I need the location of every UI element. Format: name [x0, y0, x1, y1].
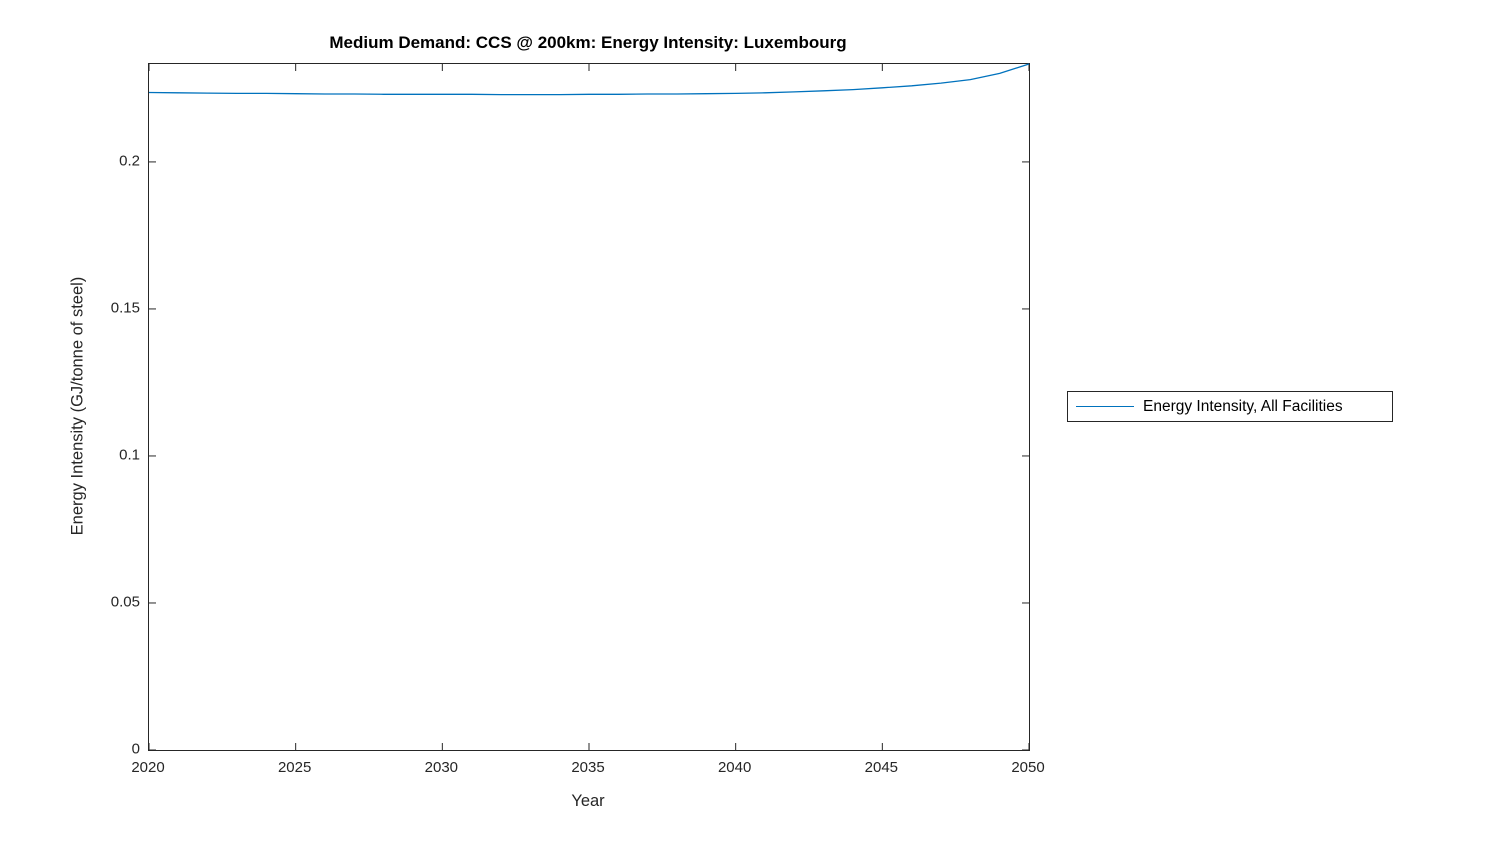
y-axis-label: Energy Intensity (GJ/tonne of steel) [68, 276, 87, 536]
plot-area [148, 63, 1030, 751]
x-tick-label: 2025 [277, 759, 312, 776]
x-tick-label: 2040 [717, 759, 752, 776]
x-axis-label: Year [571, 792, 605, 810]
chart-title: Medium Demand: CCS @ 200km: Energy Inten… [329, 33, 847, 52]
legend-box: Energy Intensity, All Facilities [1067, 391, 1393, 422]
legend-line-sample [1076, 406, 1134, 407]
legend-entry-label: Energy Intensity, All Facilities [1143, 397, 1343, 415]
y-tick-label: 0 [131, 740, 140, 758]
x-tick-label: 2020 [131, 759, 165, 776]
y-tick-label: 0.05 [110, 593, 140, 611]
x-tick-label: 2050 [1011, 759, 1045, 776]
x-tick-label: 2030 [424, 759, 459, 776]
y-tick-label: 0.1 [119, 446, 140, 464]
series-line [148, 63, 1030, 96]
y-tick-label: 0.15 [110, 299, 140, 317]
y-tick-label: 0.2 [119, 152, 140, 170]
x-tick-label: 2045 [864, 759, 899, 776]
plot-svg [148, 63, 1030, 751]
x-tick-label: 2035 [571, 759, 605, 776]
